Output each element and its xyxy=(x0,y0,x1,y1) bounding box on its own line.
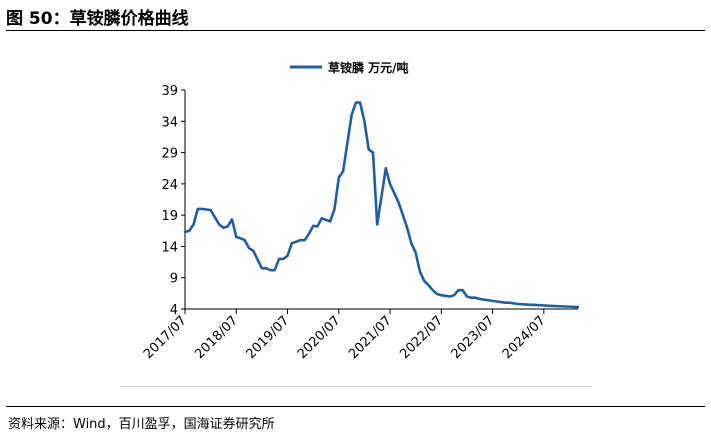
x-tick-label: 2023/07 xyxy=(449,313,498,362)
source-note: 资料来源：Wind，百川盈孚，国海证券研究所 xyxy=(8,417,275,432)
x-tick-label: 2022/07 xyxy=(397,313,446,362)
x-tick-label: 2018/07 xyxy=(192,313,241,362)
y-tick-label: 19 xyxy=(161,209,178,224)
series-layer xyxy=(183,101,580,309)
x-tick-label: 2020/07 xyxy=(295,313,344,362)
y-tick-label: 24 xyxy=(161,178,178,193)
x-tick-label: 2017/07 xyxy=(141,313,190,362)
y-tick-label: 34 xyxy=(161,115,178,130)
y-tick-label: 39 xyxy=(161,84,178,99)
chart-bottom-rule xyxy=(120,386,592,387)
x-axis: 2017/07 2018/07 2019/07 2020/07 2021/07 2022/… xyxy=(141,308,578,362)
y-tick-label: 29 xyxy=(161,147,178,162)
x-tick-label: 2024/07 xyxy=(500,313,549,362)
footer-rule xyxy=(6,406,705,407)
y-tick-label: 4 xyxy=(170,303,178,318)
x-tick-label: 2019/07 xyxy=(244,313,293,362)
y-tick-label: 14 xyxy=(161,240,178,255)
figure-title: 图 50：草铵膦价格曲线 xyxy=(6,9,189,29)
y-axis: 4 9 14 19 24 29 34 39 xyxy=(161,84,186,318)
title-rule xyxy=(6,30,705,31)
y-tick-label: 9 xyxy=(170,272,178,287)
legend-label: 草铵膦 万元/吨 xyxy=(328,60,409,75)
series-line xyxy=(183,101,580,309)
x-tick-label: 2021/07 xyxy=(346,313,395,362)
chart-legend: 草铵膦 万元/吨 xyxy=(290,60,409,75)
